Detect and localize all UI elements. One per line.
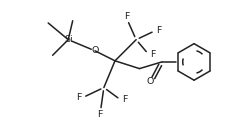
Text: F: F bbox=[76, 93, 81, 102]
Text: O: O bbox=[91, 46, 98, 55]
Text: F: F bbox=[97, 109, 102, 119]
Text: F: F bbox=[155, 26, 161, 35]
Text: O: O bbox=[146, 77, 153, 87]
Text: F: F bbox=[149, 50, 155, 59]
Text: Si: Si bbox=[64, 35, 72, 44]
Text: F: F bbox=[123, 12, 128, 21]
Text: F: F bbox=[121, 95, 127, 104]
